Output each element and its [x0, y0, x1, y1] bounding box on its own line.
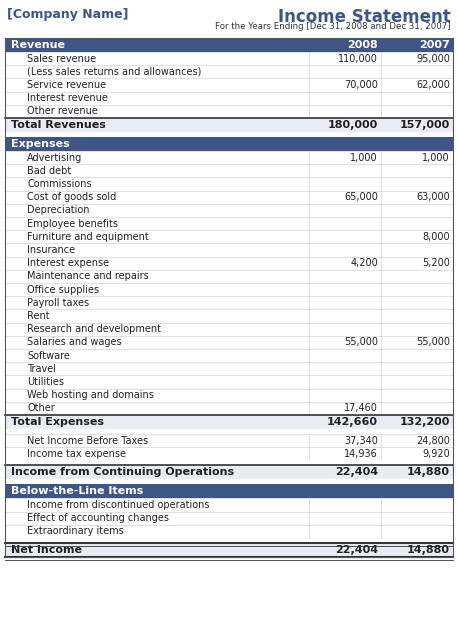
Text: 22,404: 22,404	[335, 545, 378, 555]
Text: Income Statement: Income Statement	[278, 8, 451, 26]
Text: 1,000: 1,000	[350, 152, 378, 163]
Text: Office supplies: Office supplies	[27, 284, 99, 294]
Text: Effect of accounting changes: Effect of accounting changes	[27, 513, 169, 523]
Text: 24,800: 24,800	[416, 436, 450, 445]
Text: 63,000: 63,000	[416, 193, 450, 202]
Bar	[5, 137, 453, 151]
Bar	[5, 118, 453, 132]
Text: [Company Name]: [Company Name]	[7, 8, 129, 21]
Text: Sales revenue: Sales revenue	[27, 54, 96, 64]
Text: 14,880: 14,880	[407, 468, 450, 478]
Text: 2008: 2008	[347, 40, 378, 50]
Text: Depreciation: Depreciation	[27, 205, 89, 215]
Text: Total Expenses: Total Expenses	[11, 417, 104, 427]
Text: 14,936: 14,936	[344, 449, 378, 459]
Text: Insurance: Insurance	[27, 245, 75, 255]
Text: Cost of goods sold: Cost of goods sold	[27, 193, 116, 202]
Text: 70,000: 70,000	[344, 80, 378, 90]
Text: Research and development: Research and development	[27, 324, 161, 334]
Text: 9,920: 9,920	[422, 449, 450, 459]
Text: For the Years Ending [Dec 31, 2008 and Dec 31, 2007]: For the Years Ending [Dec 31, 2008 and D…	[215, 22, 451, 31]
Text: 132,200: 132,200	[400, 417, 450, 427]
Text: Below-the-Line Items: Below-the-Line Items	[11, 486, 143, 497]
Text: Income from discontinued operations: Income from discontinued operations	[27, 500, 209, 510]
Text: Software: Software	[27, 350, 70, 360]
Text: (Less sales returns and allowances): (Less sales returns and allowances)	[27, 67, 202, 77]
Bar	[5, 484, 453, 499]
Text: Bad debt: Bad debt	[27, 166, 71, 176]
Text: Income from Continuing Operations: Income from Continuing Operations	[11, 468, 234, 478]
Text: Interest revenue: Interest revenue	[27, 93, 108, 103]
Text: 110,000: 110,000	[338, 54, 378, 64]
Text: 65,000: 65,000	[344, 193, 378, 202]
Text: Advertising: Advertising	[27, 152, 82, 163]
Text: 5,200: 5,200	[422, 258, 450, 268]
Bar	[5, 38, 453, 52]
Text: Web hosting and domains: Web hosting and domains	[27, 390, 154, 400]
Text: Other: Other	[27, 404, 55, 413]
Text: Expenses: Expenses	[11, 139, 70, 149]
Bar	[5, 415, 453, 429]
Text: Furniture and equipment: Furniture and equipment	[27, 232, 149, 242]
Text: Net Income Before Taxes: Net Income Before Taxes	[27, 436, 148, 445]
Text: 157,000: 157,000	[400, 120, 450, 130]
Text: Rent: Rent	[27, 311, 49, 321]
Text: Net Income: Net Income	[11, 545, 82, 555]
Text: 62,000: 62,000	[416, 80, 450, 90]
Text: Other revenue: Other revenue	[27, 106, 98, 117]
Text: 55,000: 55,000	[416, 337, 450, 347]
Text: 1,000: 1,000	[422, 152, 450, 163]
Text: Employee benefits: Employee benefits	[27, 218, 118, 229]
Text: Salaries and wages: Salaries and wages	[27, 337, 122, 347]
Bar	[5, 543, 453, 557]
Text: Service revenue: Service revenue	[27, 80, 106, 90]
Text: Extraordinary items: Extraordinary items	[27, 526, 124, 536]
Text: Commissions: Commissions	[27, 179, 92, 189]
Bar	[5, 465, 453, 479]
Text: Maintenance and repairs: Maintenance and repairs	[27, 271, 149, 281]
Text: Payroll taxes: Payroll taxes	[27, 298, 89, 308]
Text: Income tax expense: Income tax expense	[27, 449, 126, 459]
Text: 2007: 2007	[419, 40, 450, 50]
Text: Total Revenues: Total Revenues	[11, 120, 106, 130]
Text: 180,000: 180,000	[328, 120, 378, 130]
Text: Interest expense: Interest expense	[27, 258, 109, 268]
Text: 95,000: 95,000	[416, 54, 450, 64]
Text: 8,000: 8,000	[422, 232, 450, 242]
Text: 17,460: 17,460	[344, 404, 378, 413]
Text: Travel: Travel	[27, 364, 56, 374]
Text: 37,340: 37,340	[344, 436, 378, 445]
Text: 4,200: 4,200	[350, 258, 378, 268]
Text: Revenue: Revenue	[11, 40, 65, 50]
Text: Utilities: Utilities	[27, 377, 64, 387]
Text: 55,000: 55,000	[344, 337, 378, 347]
Text: 142,660: 142,660	[327, 417, 378, 427]
Text: 14,880: 14,880	[407, 545, 450, 555]
Text: 22,404: 22,404	[335, 468, 378, 478]
